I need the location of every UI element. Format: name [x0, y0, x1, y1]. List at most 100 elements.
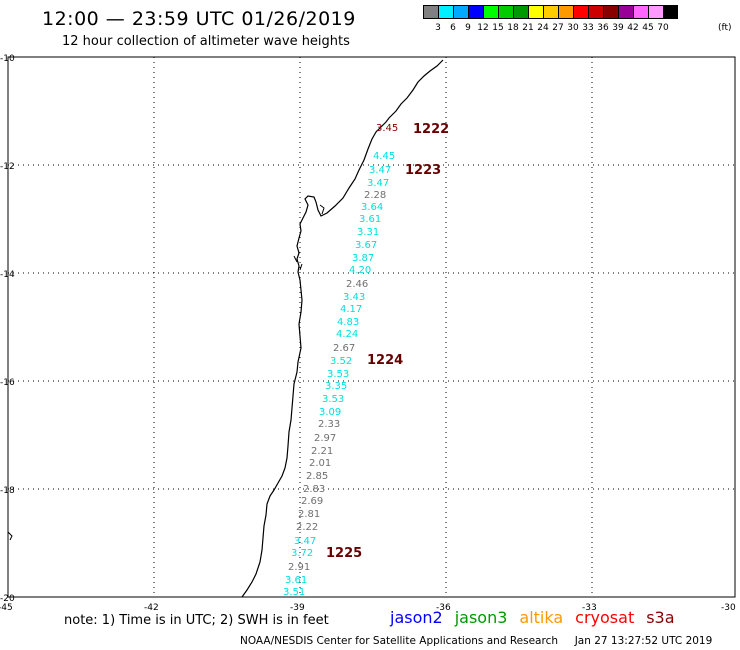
color-scale-label: 27	[552, 23, 564, 33]
coastline-islands	[7, 204, 325, 541]
wave-height-value: 2.33	[318, 419, 340, 430]
wave-height-value: 3.43	[343, 292, 365, 303]
color-scale-label: 39	[612, 23, 624, 33]
color-scale-label: 33	[582, 23, 594, 33]
axis-labels: -10 -12 -14 -16 -18 -20-45 -42 -39 -36 -33 -30	[0, 54, 736, 613]
wave-height-value: 3.51	[283, 587, 305, 598]
wave-height-value: 3.61	[359, 214, 381, 225]
wave-height-value: 3.45	[376, 123, 398, 134]
color-scale-swatch	[603, 5, 618, 19]
color-scale-swatch	[663, 5, 678, 19]
lon-tick-label: -45	[0, 603, 13, 613]
credit-text: NOAA/NESDIS Center for Satellite Applica…	[240, 635, 558, 647]
color-scale-label: 9	[465, 23, 471, 33]
color-scale-label: 3	[435, 23, 441, 33]
wave-height-value: 3.53	[322, 394, 344, 405]
wave-height-value: 2.46	[346, 279, 368, 290]
generated-timestamp: Jan 27 13:27:52 UTC 2019	[574, 635, 713, 647]
satellite-name: jason3	[454, 608, 508, 627]
color-scale-swatch	[588, 5, 603, 19]
color-scale-label: 36	[597, 23, 609, 33]
pass-time-label: 1225	[326, 546, 362, 561]
wave-height-value: 2.85	[306, 471, 328, 482]
wave-height-value: 3.31	[357, 227, 379, 238]
wave-height-value: 4.45	[373, 151, 395, 162]
wave-height-value: 3.47	[294, 536, 316, 547]
lat-tick-label: -20	[0, 594, 15, 604]
coastline	[241, 59, 444, 598]
color-scale-swatch	[438, 5, 453, 19]
units-note: note: 1) Time is in UTC; 2) SWH is in fe…	[64, 613, 329, 628]
wave-height-value: 2.22	[296, 522, 318, 533]
wave-height-value: 3.47	[367, 178, 389, 189]
satellite-legend: jason2 jason3 altika cryosat s3a	[390, 608, 687, 627]
color-scale-swatch	[648, 5, 663, 19]
color-scale-label: 18	[507, 23, 519, 33]
color-scale-unit: (ft)	[718, 23, 732, 33]
color-scale-label: 70	[657, 23, 669, 33]
wave-height-value: 2.83	[303, 484, 325, 495]
lat-tick-label: -16	[0, 378, 15, 388]
wave-height-labels: 3.454.453.473.472.283.643.613.313.673.87…	[283, 123, 398, 598]
wave-height-value: 2.91	[288, 562, 310, 573]
wave-height-value: 4.20	[349, 265, 371, 276]
wave-height-value: 3.53	[327, 369, 349, 380]
color-scale-swatch	[543, 5, 558, 19]
pass-time-label: 1223	[405, 163, 441, 178]
map-title: 12:00 — 23:59 UTC 01/26/2019	[42, 8, 356, 30]
color-scale-label: 21	[522, 23, 534, 33]
color-scale-swatch	[618, 5, 633, 19]
wave-height-value: 3.87	[352, 253, 374, 264]
color-scale-label: 30	[567, 23, 579, 33]
color-scale-label: 24	[537, 23, 549, 33]
lat-tick-label: -18	[0, 486, 15, 496]
color-scale-label: 42	[627, 23, 639, 33]
color-scale-label: 45	[642, 23, 654, 33]
wave-height-value: 2.81	[298, 509, 320, 520]
lon-tick-label: -39	[290, 603, 305, 613]
color-scale-swatch	[633, 5, 648, 19]
wave-height-value: 2.97	[314, 433, 336, 444]
wave-height-value: 3.67	[355, 240, 377, 251]
satellite-name: altika	[519, 608, 564, 627]
wave-height-value: 4.83	[337, 317, 359, 328]
lat-tick-label: -14	[0, 270, 15, 280]
wave-height-value: 3.47	[369, 165, 391, 176]
lat-lon-grid	[8, 57, 735, 597]
color-scale-swatch	[528, 5, 543, 19]
color-scale-swatch	[468, 5, 483, 19]
color-scale-label: 6	[450, 23, 456, 33]
color-scale-labels: 3 6 9 12 15 18 21 24 27 30 33 36 39 42 45 70	[423, 23, 678, 35]
satellite-name: s3a	[646, 608, 675, 627]
lon-tick-label: -30	[721, 603, 736, 613]
wave-height-value: 2.01	[309, 458, 331, 469]
color-scale-swatch	[483, 5, 498, 19]
wave-height-value: 2.69	[301, 496, 323, 507]
color-scale-swatch	[423, 5, 438, 19]
wave-height-value: 3.61	[285, 575, 307, 586]
wave-height-value: 3.09	[319, 407, 341, 418]
map-frame	[7, 56, 736, 598]
color-scale-swatch	[453, 5, 468, 19]
lon-tick-label: -36	[436, 603, 451, 613]
color-scale-legend: 3 6 9 12 15 18 21 24 27 30 33 36 39 42 45 70 (ft)	[423, 5, 732, 35]
color-scale-swatch	[498, 5, 513, 19]
pass-time-label: 1224	[367, 353, 403, 368]
wave-height-value: 2.21	[311, 446, 333, 457]
color-scale-label: 12	[477, 23, 489, 33]
pass-time-labels: 1222 1223 1224 1225	[326, 122, 449, 561]
wave-height-value: 2.28	[364, 190, 386, 201]
map-subtitle: 12 hour collection of altimeter wave hei…	[62, 34, 350, 49]
wave-height-value: 3.64	[361, 202, 383, 213]
lon-tick-label: -33	[582, 603, 597, 613]
color-scale-swatch	[573, 5, 588, 19]
color-scale-label: 15	[492, 23, 504, 33]
wave-height-value: 3.35	[325, 381, 347, 392]
pass-time-label: 1222	[413, 122, 449, 137]
satellite-name: jason2	[390, 608, 443, 627]
lat-tick-label: -12	[0, 162, 15, 172]
wave-height-value: 3.52	[330, 356, 352, 367]
lat-tick-label: -10	[0, 54, 15, 64]
color-scale-swatch	[513, 5, 528, 19]
